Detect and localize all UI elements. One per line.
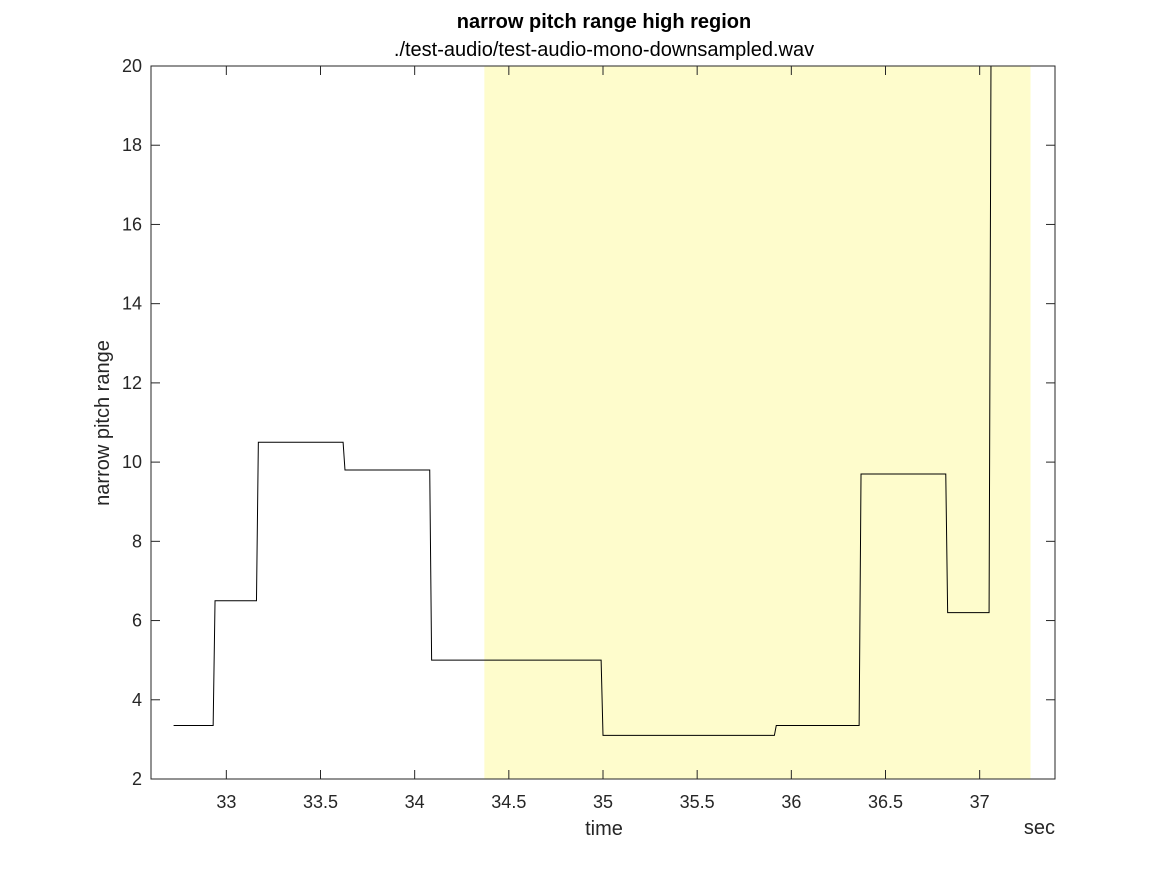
y-tick-label: 10: [122, 452, 142, 472]
x-tick-label: 34.5: [491, 792, 526, 812]
x-tick-label: 33.5: [303, 792, 338, 812]
y-tick-labels: 2 4 6 8 10 12 14 16 18 20: [122, 56, 142, 789]
x-tick-label: 35.5: [680, 792, 715, 812]
y-axis-label: narrow pitch range: [92, 340, 114, 506]
x-tick-label: 37: [970, 792, 990, 812]
x-tick-label: 36: [781, 792, 801, 812]
plot-frame: [150, 65, 1056, 780]
series-group: [173, 65, 1031, 736]
x-tick-label: 34: [405, 792, 425, 812]
y-tick-label: 4: [132, 690, 142, 710]
y-tick-label: 8: [132, 531, 142, 551]
y-tick-label: 20: [122, 56, 142, 76]
y-tick-label: 16: [122, 214, 142, 234]
y-tick-label: 6: [132, 611, 142, 631]
chart-title: narrow pitch range high region: [457, 11, 751, 33]
series-line-0: [173, 65, 1031, 736]
x-tick-label: 36.5: [868, 792, 903, 812]
x-axis-label: time: [585, 818, 623, 840]
y-tick-label: 14: [122, 294, 142, 314]
y-tick-label: 2: [132, 769, 142, 789]
x-axis-unit: sec: [1024, 817, 1055, 839]
x-tick-label: 35: [593, 792, 613, 812]
highlight-region: [484, 66, 1031, 779]
y-tick-label: 18: [122, 135, 142, 155]
x-tick-labels: 33 33.5 34 34.5 35 35.5 36 36.5 37: [216, 792, 989, 812]
chart-subtitle: ./test-audio/test-audio-mono-downsampled…: [394, 39, 814, 61]
x-tick-label: 33: [216, 792, 236, 812]
y-tick-label: 12: [122, 373, 142, 393]
